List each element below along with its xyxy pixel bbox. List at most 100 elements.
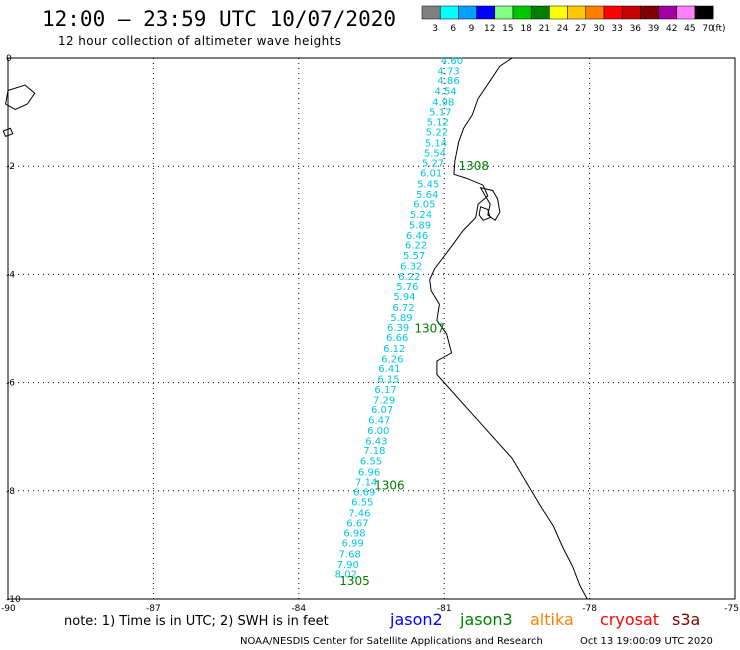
x-tick-label: -81 xyxy=(437,604,452,614)
swh-value-label: 5.14 xyxy=(425,138,447,149)
scale-bin-label: 24 xyxy=(557,24,569,34)
scale-bin-label: 39 xyxy=(648,24,660,34)
swh-value-label: 6.69 xyxy=(353,487,375,498)
map-frame xyxy=(7,57,736,600)
swh-value-label: 6.47 xyxy=(368,415,390,426)
swh-value-label: 6.55 xyxy=(360,457,382,468)
page-title: 12:00 – 23:59 UTC 10/07/2020 xyxy=(42,7,396,31)
scale-swatch xyxy=(567,5,587,20)
y-tick-label: 0 xyxy=(6,54,12,64)
swh-value-label: 6.41 xyxy=(378,364,400,375)
scale-bin-label: 21 xyxy=(539,24,550,34)
pass-time-label: 1307 xyxy=(414,322,445,336)
swh-value-label: 5.22 xyxy=(426,128,448,139)
swh-value-label: 5.12 xyxy=(427,117,449,128)
swh-value-label: 5.17 xyxy=(429,108,451,119)
scale-swatch xyxy=(585,5,605,20)
x-tick-label: -84 xyxy=(291,604,306,614)
satellite-legend-cryosat: cryosat xyxy=(600,610,659,629)
scale-swatch xyxy=(603,5,623,20)
scale-bin-label: 30 xyxy=(593,24,605,34)
satellite-legend-jason2: jason2 xyxy=(389,610,443,629)
scale-swatch xyxy=(694,5,714,20)
y-tick-label: -8 xyxy=(6,487,15,497)
swh-value-label: 5.94 xyxy=(393,292,415,303)
swh-value-label: 7.18 xyxy=(363,446,385,457)
scale-swatch xyxy=(676,5,696,20)
scale-bin-label: 42 xyxy=(666,24,677,34)
swh-value-label: 7.29 xyxy=(373,395,395,406)
swh-value-label: 6.55 xyxy=(351,498,373,509)
scale-bin-label: 33 xyxy=(611,24,622,34)
satellite-legend-s3a: s3a xyxy=(672,610,700,629)
scale-swatch xyxy=(549,5,568,20)
swh-value-label: 7.46 xyxy=(348,508,370,519)
swh-value-label: 6.46 xyxy=(406,231,428,242)
latitude-ticks: 0 -2 -4 -6 -8 -10 xyxy=(6,54,21,605)
graticule xyxy=(8,58,735,599)
page-subtitle: 12 hour collection of altimeter wave hei… xyxy=(58,34,341,48)
scale-bin-label: 45 xyxy=(684,24,695,34)
footer-note: note: 1) Time is in UTC; 2) SWH is in fe… xyxy=(64,614,329,629)
swh-value-label: 6.72 xyxy=(392,303,414,314)
swh-value-label: 5.76 xyxy=(396,282,418,293)
swh-value-label: 4.86 xyxy=(437,76,459,87)
pass-time-labels: 1308 1307 1306 1305 xyxy=(339,159,489,588)
swh-value-label: 5.45 xyxy=(417,180,439,191)
scale-swatch xyxy=(658,5,678,20)
swh-value-label: 5.64 xyxy=(416,190,438,201)
swh-value-label: 4.60 xyxy=(441,56,463,67)
satellite-legend-jason3: jason3 xyxy=(459,610,513,629)
puna-island-outline xyxy=(478,206,491,221)
swh-value-label: 7.90 xyxy=(337,560,359,571)
x-tick-label: -75 xyxy=(724,604,739,614)
x-tick-label: -87 xyxy=(146,604,161,614)
swh-value-label: 7.14 xyxy=(355,478,377,489)
swh-value-label: 6.00 xyxy=(367,426,389,437)
scale-swatch xyxy=(512,5,532,20)
scale-swatch xyxy=(421,5,441,20)
swh-value-label: 6.05 xyxy=(413,200,435,211)
swh-value-label: 6.15 xyxy=(377,374,399,385)
swh-track: 4.604.734.864.544.985.175.125.225.145.54… xyxy=(335,56,463,580)
scale-swatch xyxy=(458,5,477,20)
scale-swatch xyxy=(476,5,496,20)
pass-time-label: 1305 xyxy=(339,574,370,588)
color-scale-unit: (ft) xyxy=(712,24,726,34)
pass-time-label: 1306 xyxy=(374,478,405,492)
swh-value-label: 6.66 xyxy=(386,333,408,344)
gulf-of-guayaquil-outline xyxy=(479,187,501,222)
swh-value-label: 5.24 xyxy=(410,210,432,221)
y-tick-label: -2 xyxy=(6,162,15,172)
scale-swatch xyxy=(494,5,514,20)
scale-swatch xyxy=(530,5,550,20)
swh-value-label: 6.12 xyxy=(383,344,405,355)
x-tick-label: -78 xyxy=(582,604,597,614)
scale-bin-label: 3 xyxy=(432,24,438,34)
swh-value-label: 6.32 xyxy=(400,262,422,273)
coastline-group xyxy=(2,57,588,600)
y-tick-label: -10 xyxy=(6,595,21,605)
swh-value-label: 5.54 xyxy=(424,149,446,160)
island-outline xyxy=(2,127,14,138)
x-tick-label: -90 xyxy=(1,604,16,614)
swh-value-label: 5.27 xyxy=(422,158,444,169)
scale-swatch xyxy=(439,5,459,20)
swh-value-label: 8.02 xyxy=(335,570,357,581)
color-scale-legend: 3 6 9 12 15 18 21 24 27 30 33 36 39 42 45 70 xyxy=(421,5,714,34)
swh-value-label: 4.73 xyxy=(437,66,459,77)
swh-value-label: 6.07 xyxy=(371,405,393,416)
swh-value-label: 7.68 xyxy=(339,550,361,561)
mainland-coastline xyxy=(429,57,588,600)
satellite-legend-altika: altika xyxy=(530,610,574,629)
footer-credit: NOAA/NESDIS Center for Satellite Applica… xyxy=(240,636,543,647)
swh-value-label: 6.43 xyxy=(365,436,387,447)
scale-bin-label: 15 xyxy=(502,24,513,34)
island-outline xyxy=(5,84,36,110)
scale-bin-label: 9 xyxy=(469,24,475,34)
swh-value-label: 6.26 xyxy=(381,354,403,365)
y-tick-label: -6 xyxy=(6,379,15,389)
swh-value-label: 4.98 xyxy=(432,97,454,108)
swh-value-label: 6.67 xyxy=(346,519,368,530)
